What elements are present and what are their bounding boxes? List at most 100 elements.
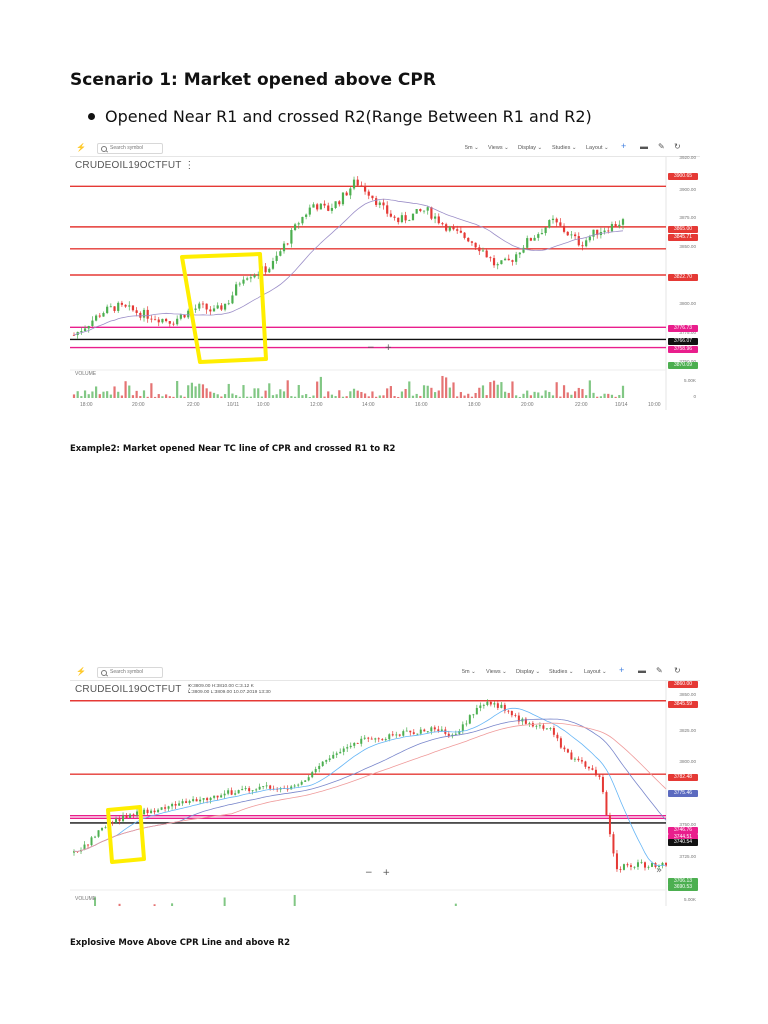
interval-button[interactable]: 5m ⌄ — [462, 669, 476, 675]
candle-body — [381, 739, 384, 741]
zoom-out-button[interactable]: − — [365, 868, 373, 878]
volume-bar — [356, 390, 359, 398]
candle-body — [526, 238, 529, 248]
candle-body — [185, 801, 188, 803]
volume-bar — [618, 394, 621, 398]
volume-bar — [102, 391, 105, 398]
volume-bar — [109, 394, 112, 398]
volume-bar — [139, 396, 142, 398]
interval-button[interactable]: 5m ⌄ — [465, 145, 479, 151]
layout-button[interactable]: Layout ⌄ — [584, 669, 607, 675]
refresh-icon[interactable]: ↻ — [674, 666, 681, 675]
candle-body — [307, 777, 310, 781]
studies-button[interactable]: Studies ⌄ — [549, 669, 574, 675]
candle-body — [179, 314, 182, 319]
candle-body — [605, 792, 608, 816]
candle-body — [612, 834, 615, 854]
candle-body — [111, 822, 114, 824]
pencil-icon[interactable]: ✎ — [656, 666, 663, 675]
candle-body — [370, 738, 373, 740]
candle-body — [629, 865, 632, 867]
volume-bar — [415, 393, 418, 398]
pencil-icon[interactable]: ✎ — [658, 142, 665, 151]
candle-body — [146, 309, 149, 319]
chart-2[interactable]: ⚡ Search symbol 5m ⌄ Views ⌄ Display ⌄ S… — [70, 664, 700, 906]
volume-bar — [220, 396, 223, 398]
candle-body — [608, 815, 611, 835]
candle-body — [235, 284, 238, 296]
symbol-label: CRUDEOIL19OCTFUT ⋮ — [75, 684, 195, 695]
candle-body — [241, 789, 244, 791]
candle-body — [297, 784, 300, 786]
candle-body — [566, 231, 569, 236]
price-tick-label: 3900.00 — [679, 187, 696, 192]
views-button[interactable]: Views ⌄ — [488, 145, 509, 151]
lightning-icon[interactable]: ⚡ — [76, 143, 86, 152]
candle-body — [120, 302, 123, 305]
volume-bar — [87, 394, 90, 398]
candle-body — [437, 729, 440, 732]
zoom-controls[interactable]: − + — [362, 343, 397, 353]
search-input[interactable]: Search symbol — [97, 143, 163, 154]
time-tick-label: 10:00 — [648, 402, 661, 408]
candle-body — [258, 786, 261, 790]
candle-body — [335, 753, 338, 755]
volume-bar — [375, 396, 378, 398]
volume-bar — [95, 386, 98, 398]
volume-bar — [386, 388, 389, 398]
search-input[interactable]: Search symbol — [97, 667, 163, 678]
display-button[interactable]: Display ⌄ — [518, 145, 543, 151]
crosshair-icon[interactable]: + — [619, 665, 625, 675]
price-level-label: 3746.76 — [668, 827, 698, 834]
candle-body — [94, 836, 97, 838]
candle-body — [212, 308, 216, 312]
candle-body — [419, 209, 422, 212]
volume-bar — [555, 382, 558, 398]
candle-body — [97, 830, 100, 837]
candle-body — [650, 863, 653, 867]
refresh-icon[interactable]: ↻ — [674, 142, 681, 151]
zoom-in-button[interactable]: + — [384, 343, 393, 353]
candle-body — [459, 230, 462, 233]
candle-body — [415, 209, 418, 214]
volume-bar — [327, 391, 330, 398]
candle-body — [537, 234, 540, 238]
candle-body — [423, 729, 426, 732]
candle-body — [251, 790, 254, 792]
candle-body — [393, 216, 396, 218]
candle-body — [384, 739, 387, 741]
volume-bar — [316, 381, 319, 398]
scroll-right-icon[interactable]: » — [656, 865, 663, 876]
volume-bar — [150, 383, 153, 398]
crosshair-icon[interactable]: + — [621, 141, 627, 151]
candle-body — [128, 305, 131, 307]
candle-body — [363, 737, 366, 739]
volume-bar — [437, 390, 440, 398]
chart-2-canvas[interactable] — [70, 664, 700, 906]
studies-button[interactable]: Studies ⌄ — [552, 145, 577, 151]
candle-body — [465, 723, 468, 725]
views-button[interactable]: Views ⌄ — [486, 669, 507, 675]
candle-body — [398, 734, 401, 736]
candle-body — [610, 224, 614, 232]
candle-body — [592, 229, 595, 237]
zoom-out-button[interactable]: − — [367, 343, 375, 353]
candle-body — [633, 866, 636, 868]
display-button[interactable]: Display ⌄ — [516, 669, 541, 675]
zoom-controls[interactable]: − + — [360, 868, 395, 878]
zoom-in-button[interactable]: + — [382, 868, 391, 878]
chat-icon[interactable]: ▬ — [640, 142, 648, 151]
lightning-icon[interactable]: ⚡ — [76, 667, 86, 676]
candle-body — [353, 742, 356, 746]
chat-icon[interactable]: ▬ — [638, 666, 646, 675]
chart-1-canvas[interactable] — [70, 140, 700, 410]
highlight-box — [106, 805, 146, 864]
candle-body — [341, 192, 345, 205]
candle-body — [109, 306, 112, 308]
moving-average-line-1 — [73, 718, 667, 852]
layout-button[interactable]: Layout ⌄ — [586, 145, 609, 151]
volume-bar — [275, 394, 278, 398]
chart-1[interactable]: ⚡ Search symbol 5m ⌄ Views ⌄ Display ⌄ S… — [70, 140, 700, 410]
candle-body — [264, 266, 267, 273]
candle-body — [164, 807, 167, 809]
